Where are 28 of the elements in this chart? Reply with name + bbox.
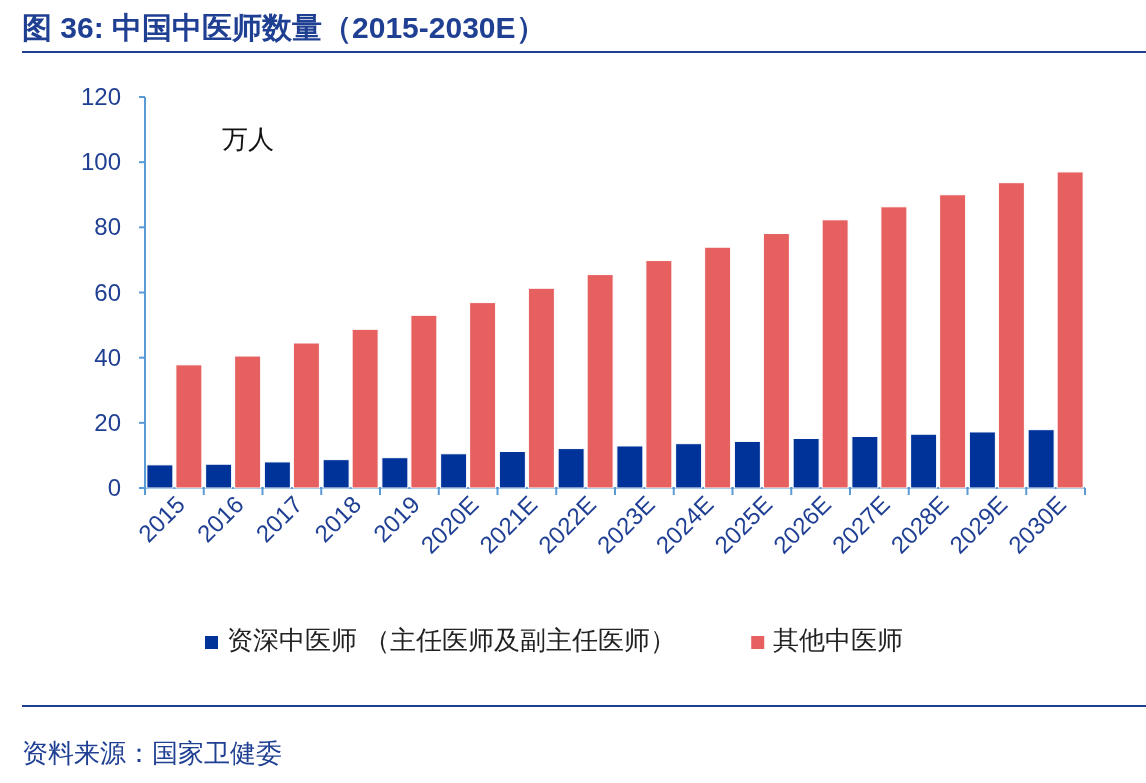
legend-label: 资深中医师 （主任医师及副主任医师） bbox=[227, 625, 677, 655]
bar bbox=[292, 342, 320, 489]
y-axis-title: 万人 bbox=[222, 125, 274, 154]
bar bbox=[939, 194, 967, 489]
y-tick-label: 60 bbox=[94, 278, 121, 306]
bar bbox=[234, 355, 262, 489]
bar bbox=[469, 302, 497, 489]
bar bbox=[263, 461, 291, 489]
bar bbox=[527, 287, 555, 489]
bar bbox=[498, 451, 526, 489]
legend-label: 其他中医师 bbox=[773, 625, 904, 655]
text: 资料来源：国家卫健委 bbox=[22, 738, 282, 768]
y-tick-label: 80 bbox=[94, 213, 121, 241]
y-tick-label: 120 bbox=[80, 83, 121, 110]
y-tick-label: 20 bbox=[94, 408, 121, 436]
y-tick-label: 0 bbox=[107, 474, 121, 501]
bar bbox=[440, 453, 468, 489]
bar bbox=[733, 440, 761, 489]
chart-title: 图 36: 中国中医师数量（2015-2030E） bbox=[22, 11, 546, 44]
bar bbox=[205, 463, 233, 489]
bar bbox=[675, 443, 703, 489]
y-tick-label: 100 bbox=[80, 148, 121, 176]
bar bbox=[704, 246, 732, 489]
bar bbox=[762, 233, 790, 489]
y-tick-label: 40 bbox=[94, 343, 121, 371]
bar bbox=[968, 431, 996, 489]
bar bbox=[910, 433, 938, 489]
bar bbox=[997, 182, 1025, 489]
